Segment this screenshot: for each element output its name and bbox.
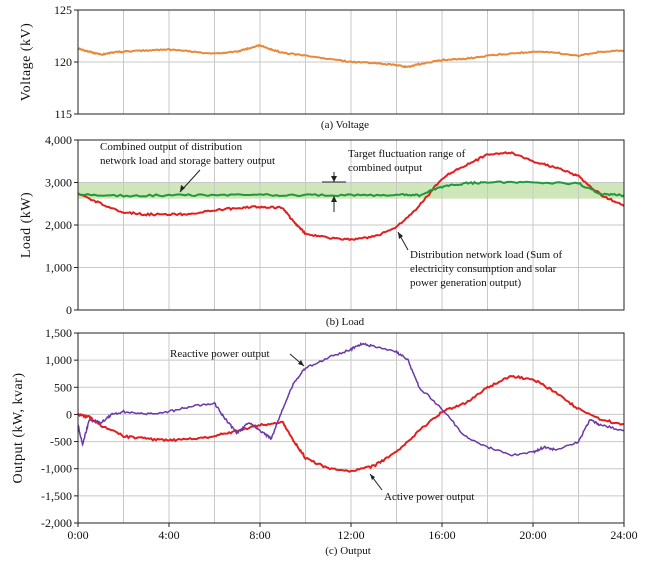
caption-voltage: (a) Voltage bbox=[321, 119, 369, 131]
ytick-label: -500 bbox=[50, 435, 72, 449]
ytick-label: 0 bbox=[66, 303, 72, 317]
caption-output: (c) Output bbox=[325, 545, 371, 557]
ytick-label: 125 bbox=[54, 3, 72, 17]
caption-load: (b) Load bbox=[326, 316, 365, 328]
panel-load: 4,000 3,000 2,000 1,000 0 Load (kW) (b) Load… bbox=[19, 133, 625, 328]
reactive-power-line bbox=[77, 341, 625, 457]
xtick-label: 24:00 bbox=[610, 528, 637, 542]
annotation-target-line1: Target fluctuation range of bbox=[348, 148, 466, 160]
annotation-reactive-arrowhead bbox=[298, 360, 304, 366]
annotation-target-arrowhead-bottom bbox=[331, 196, 337, 202]
xticks-output: 0:00 4:00 8:00 12:00 16:00 20:00 24:00 bbox=[67, 523, 638, 542]
yticks-voltage: 125 120 115 bbox=[54, 3, 78, 121]
ytick-label: 2,000 bbox=[45, 218, 72, 232]
annotation-active: Active power output bbox=[384, 491, 474, 503]
annotation-distribution-arrowhead bbox=[398, 232, 403, 239]
annotation-combined-line1: Combined output of distribution bbox=[100, 141, 243, 153]
annotation-combined-arrowhead bbox=[180, 185, 185, 192]
distribution-load-line bbox=[77, 151, 625, 242]
ytick-label: 500 bbox=[54, 380, 72, 394]
xtick-label: 12:00 bbox=[337, 528, 364, 542]
yticks-load: 4,000 3,000 2,000 1,000 0 bbox=[45, 133, 78, 317]
yticks-output: 1,500 1,000 500 0 -500 -1,000 -1,500 -2,000 bbox=[41, 326, 78, 530]
xtick-label: 0:00 bbox=[67, 528, 88, 542]
ytick-label: -2,000 bbox=[41, 516, 72, 530]
ytick-label: 115 bbox=[54, 107, 72, 121]
xtick-label: 8:00 bbox=[249, 528, 270, 542]
ylabel-load: Load (kW) bbox=[19, 192, 34, 258]
annotation-distribution-line1: Distribution network load (Sum of bbox=[410, 249, 562, 261]
ytick-label: -1,500 bbox=[41, 489, 72, 503]
gridlines-output bbox=[78, 333, 624, 523]
annotation-reactive: Reactive power output bbox=[170, 348, 270, 360]
ylabel-output: Output (kW, kvar) bbox=[11, 372, 26, 483]
xtick-label: 4:00 bbox=[158, 528, 179, 542]
combined-output-line bbox=[77, 180, 625, 198]
annotation-target-line2: combined output bbox=[348, 162, 422, 174]
ytick-label: 1,500 bbox=[45, 326, 72, 340]
ytick-label: 1,000 bbox=[45, 353, 72, 367]
xtick-label: 20:00 bbox=[519, 528, 546, 542]
annotation-distribution-line3: power generation output) bbox=[410, 277, 522, 289]
ylabel-voltage: Voltage (kV) bbox=[19, 23, 34, 101]
annotation-active-arrowhead bbox=[370, 474, 375, 480]
voltage-line bbox=[78, 43, 625, 69]
ytick-label: 1,000 bbox=[45, 261, 72, 275]
ytick-label: 120 bbox=[54, 55, 72, 69]
annotation-target-arrowhead-top bbox=[331, 176, 337, 182]
active-power-line bbox=[77, 374, 625, 473]
annotation-combined-line2: network load and storage battery output bbox=[100, 155, 275, 167]
panel-output: 1,500 1,000 500 0 -500 -1,000 -1,500 -2,000 0:0… bbox=[11, 326, 638, 557]
annotation-distribution-line2: electricity consumption and solar bbox=[410, 263, 557, 275]
ytick-label: 0 bbox=[66, 407, 72, 421]
ytick-label: -1,000 bbox=[41, 462, 72, 476]
ytick-label: 3,000 bbox=[45, 176, 72, 190]
ytick-label: 4,000 bbox=[45, 133, 72, 147]
panel-voltage: 125 120 115 Voltage (kV) (a) Voltage bbox=[19, 3, 625, 131]
xtick-label: 16:00 bbox=[428, 528, 455, 542]
gridlines-load bbox=[78, 140, 624, 310]
